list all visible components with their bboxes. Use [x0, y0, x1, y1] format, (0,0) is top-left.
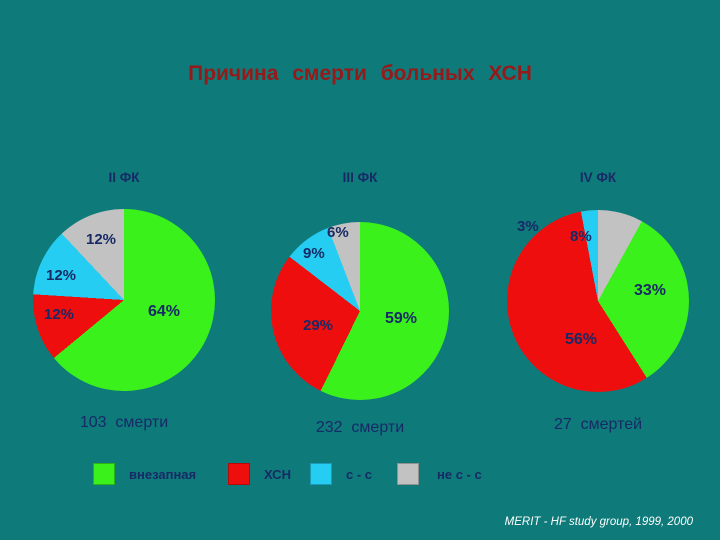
footer-citation: MERIT - HF study group, 1999, 2000 — [504, 516, 693, 528]
legend-label-noncv: не с - с — [437, 466, 482, 482]
death-count-fc2: 103 смерти — [79, 414, 169, 431]
slice-label-fc4-gray: 8% — [570, 228, 592, 245]
pie-chart-fc2 — [33, 209, 215, 391]
slice-label-fc3-cyan: 9% — [303, 245, 325, 262]
slice-label-fc4-green: 33% — [634, 282, 667, 299]
pie-chart-fc3 — [271, 222, 449, 400]
legend-item-sudden: внезапная — [93, 463, 196, 485]
slice-label-fc2-green: 64% — [148, 303, 181, 320]
slice-label-fc2-red: 12% — [44, 306, 75, 323]
slice-label-fc2-cyan: 12% — [46, 267, 77, 284]
slice-label-fc4-cyan: 3% — [517, 218, 539, 235]
legend-swatch-cyan — [310, 463, 332, 485]
legend-label-cv: с - с — [346, 466, 373, 482]
slice-label-fc3-gray: 6% — [327, 224, 349, 241]
death-count-fc4: 27 смертей — [553, 416, 643, 433]
pie-chart-fc4 — [507, 210, 689, 392]
legend-item-cv: с - с — [310, 463, 372, 485]
legend-label-chf: ХСН — [264, 466, 291, 482]
legend-swatch-green — [93, 463, 115, 485]
legend-swatch-red — [228, 463, 250, 485]
slice-label-fc4-red: 56% — [565, 331, 598, 348]
slice-label-fc3-red: 29% — [303, 317, 334, 334]
legend-swatch-gray — [397, 463, 419, 485]
death-count-fc3: 232 смерти — [315, 419, 405, 436]
page-title: Причина смерти больных ХСН — [188, 62, 532, 85]
legend: внезапная ХСН с - с не с - с — [0, 463, 720, 489]
slice-label-fc2-gray: 12% — [86, 231, 117, 248]
legend-item-noncv: не с - с — [397, 463, 482, 485]
pie-title-fc4: IV ФК — [579, 170, 617, 185]
legend-label-sudden: внезапная — [129, 466, 197, 482]
legend-item-chf: ХСН — [228, 463, 291, 485]
slice-label-fc3-green: 59% — [385, 310, 418, 327]
pie-title-fc2: II ФК — [108, 170, 140, 185]
pie-title-fc3: III ФК — [342, 170, 378, 185]
